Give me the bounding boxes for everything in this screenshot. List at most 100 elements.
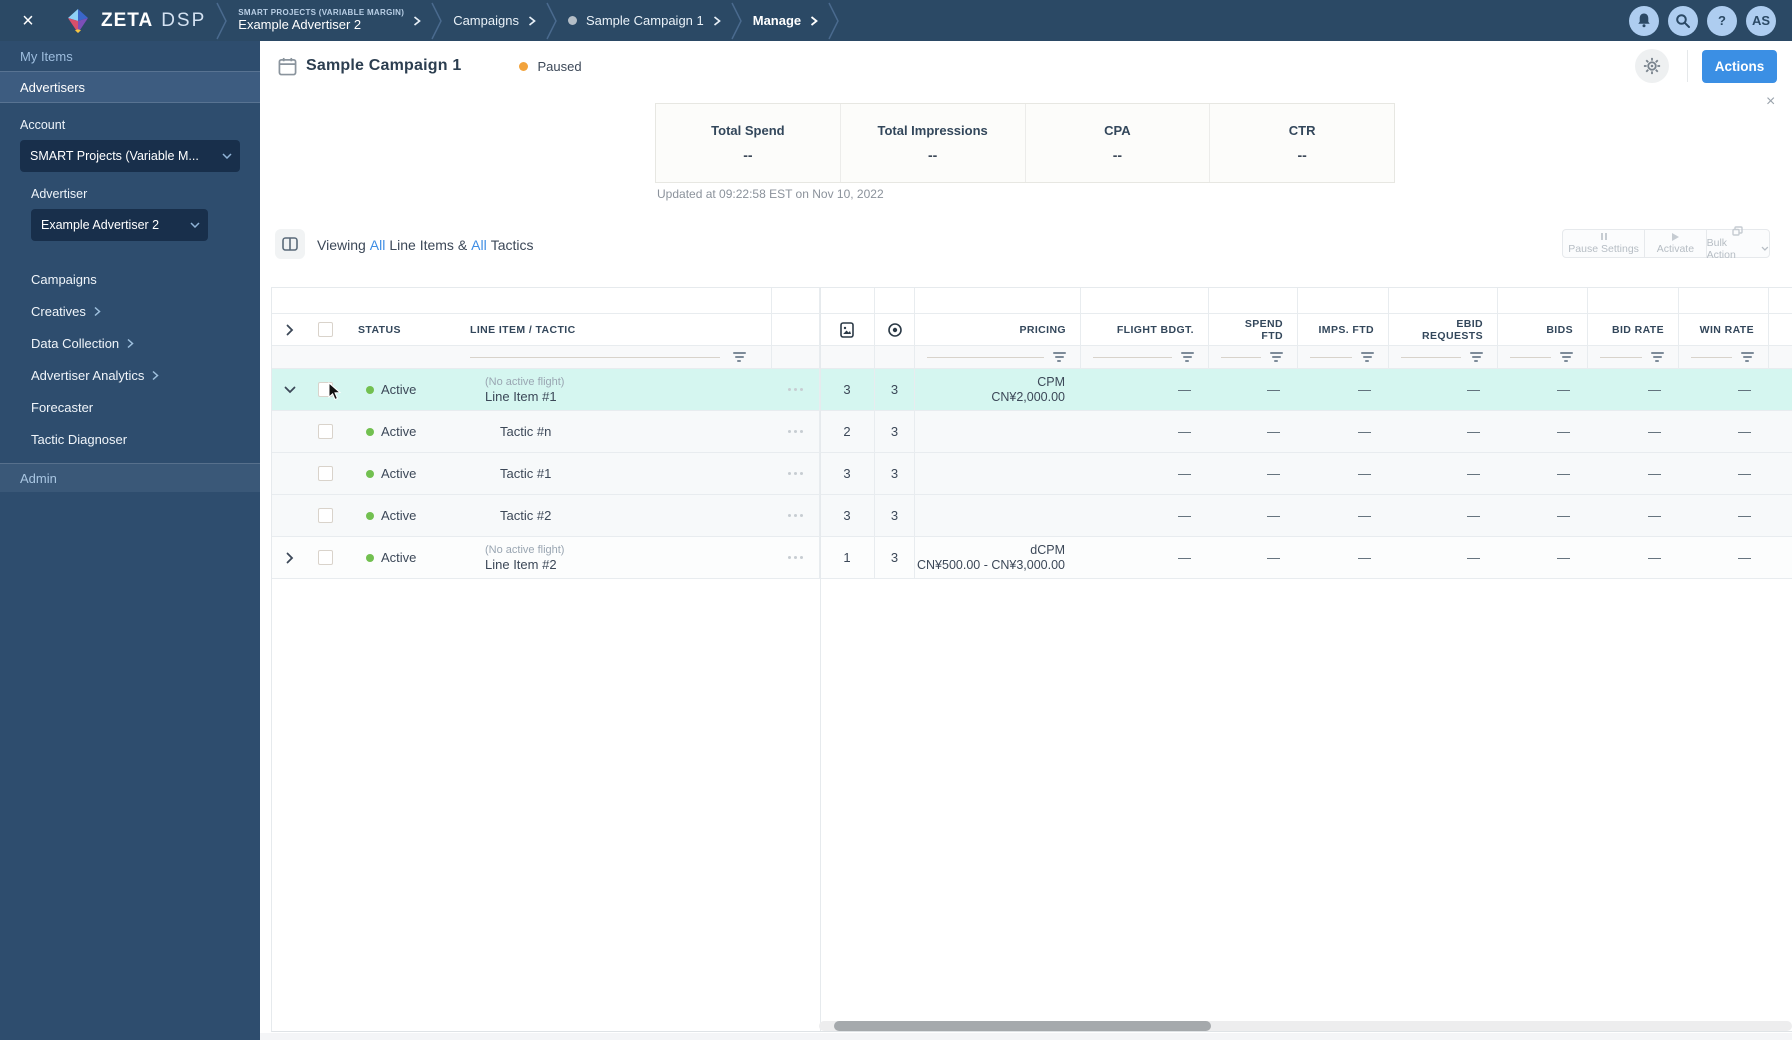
metric-cell-bid_rate: — <box>1587 537 1678 578</box>
campaign-status-dot <box>567 16 577 25</box>
sidebar-item-label: Creatives <box>31 303 86 319</box>
breadcrumb-campaigns[interactable]: Campaigns <box>453 13 536 28</box>
filter-icon[interactable] <box>1559 352 1573 362</box>
breadcrumb-manage[interactable]: Manage <box>753 13 819 28</box>
line-item-name[interactable]: Line Item #1 <box>485 388 557 404</box>
sidebar-item-campaigns[interactable]: Campaigns <box>0 263 260 295</box>
column-header-label: FLIGHT BDGT. <box>1116 323 1194 336</box>
actions-button[interactable]: Actions <box>1702 50 1777 83</box>
group-cell <box>307 288 343 313</box>
empty-metric-value: — <box>1738 508 1751 523</box>
filter-icon[interactable] <box>1469 352 1483 362</box>
image-file-icon <box>840 321 854 338</box>
notifications-button[interactable] <box>1629 5 1659 36</box>
account-select[interactable]: SMART Projects (Variable M... <box>20 140 240 172</box>
collapse-row-button[interactable] <box>272 369 307 410</box>
menu-cell <box>771 369 819 410</box>
filter-input[interactable] <box>470 356 720 358</box>
row-menu-button[interactable] <box>786 430 804 433</box>
all-tactics-link[interactable]: All <box>471 237 487 253</box>
empty-metric-value: — <box>1178 508 1191 523</box>
line-item-name[interactable]: Line Item #2 <box>485 556 557 572</box>
filter-input[interactable] <box>1510 356 1551 358</box>
expand-row-button[interactable] <box>272 537 307 578</box>
metric-label: Total Impressions <box>877 123 988 138</box>
banner-close-icon[interactable]: × <box>1766 93 1776 110</box>
filter-icon[interactable] <box>1269 352 1283 362</box>
row-menu-button[interactable] <box>786 556 804 559</box>
table-row-line-item-1: Active (No active flight) Line Item #1 3 3 CP… <box>272 369 1792 411</box>
sidebar-item-my-items[interactable]: My Items <box>20 48 73 64</box>
search-button[interactable] <box>1668 5 1698 36</box>
bell-icon <box>1638 13 1650 28</box>
advertiser-select[interactable]: Example Advertiser 2 <box>31 209 208 241</box>
name-block: (No active flight) Line Item #1 <box>485 375 564 405</box>
sidebar-item-advertiser-analytics[interactable]: Advertiser Analytics <box>0 359 260 391</box>
metric-cell-win_rate: — <box>1678 411 1768 452</box>
filter-icon[interactable] <box>1180 352 1194 362</box>
all-line-items-link[interactable]: All <box>369 237 386 253</box>
avatar[interactable]: AS <box>1746 5 1776 36</box>
pause-icon <box>1600 233 1607 241</box>
bulk-action-button[interactable]: Bulk Action <box>1705 225 1769 261</box>
sidebar-item-advertisers[interactable]: Advertisers <box>0 71 260 103</box>
filter-input[interactable] <box>1691 356 1732 358</box>
row-checkbox[interactable] <box>317 466 333 481</box>
active-status-dot <box>366 469 374 478</box>
sidebar-item-label: Data Collection <box>31 335 120 351</box>
breadcrumb-advertiser[interactable]: SMART PROJECTS (VARIABLE MARGIN) Example… <box>238 8 422 32</box>
brand-zeta: ZETA <box>101 9 154 31</box>
sidebar-item-data-collection[interactable]: Data Collection <box>0 327 260 359</box>
filter-icon[interactable] <box>1052 352 1066 362</box>
breadcrumb-campaign[interactable]: Sample Campaign 1 <box>567 13 721 28</box>
sidebar-item-creatives[interactable]: Creatives <box>0 295 260 327</box>
zeta-dsp-logo[interactable]: ZETA DSP <box>64 7 206 35</box>
tactics-count: 3 <box>890 508 899 523</box>
sidebar-item-admin[interactable]: Admin <box>0 463 260 492</box>
select-all-checkbox[interactable] <box>317 322 333 337</box>
horizontal-scrollbar-thumb[interactable] <box>834 1021 1211 1031</box>
activate-button[interactable]: Activate <box>1644 230 1705 257</box>
filter-icon[interactable] <box>1360 352 1374 362</box>
pricing-type: CPM <box>1037 374 1065 389</box>
row-checkbox[interactable] <box>317 382 333 397</box>
status-cell: Active <box>343 537 465 578</box>
name-cell: Tactic #n <box>465 411 771 452</box>
row-checkbox[interactable] <box>317 508 333 523</box>
campaign-status: Paused <box>519 59 582 74</box>
status-cell: Active <box>343 453 465 494</box>
filter-input[interactable] <box>1401 356 1461 358</box>
sidebar-item-tactic-diagnoser[interactable]: Tactic Diagnoser <box>0 423 260 455</box>
table-row-tactic-1: Active Tactic #1 3 3 — — — — — — — <box>272 453 1792 495</box>
pricing-block: CPM CN¥2,000.00 <box>991 375 1065 405</box>
filter-input[interactable] <box>1600 356 1642 358</box>
column-header-label: IMPS. FTD <box>1318 323 1374 336</box>
pause-settings-button[interactable]: Pause Settings <box>1563 230 1644 257</box>
tactic-name[interactable]: Tactic #2 <box>500 507 552 523</box>
row-checkbox[interactable] <box>317 550 333 565</box>
sidebar-item-forecaster[interactable]: Forecaster <box>0 391 260 423</box>
help-button[interactable]: ? <box>1707 5 1737 36</box>
filter-icon[interactable] <box>1650 352 1664 362</box>
filter-input[interactable] <box>1093 356 1172 358</box>
filter-icon[interactable] <box>1740 352 1754 362</box>
sidebar-nav: Campaigns Creatives Data Collection Adverti… <box>0 263 260 455</box>
collapse-all-button[interactable] <box>272 314 307 345</box>
stats-banner: Total Spend -- Total Impressions -- CPA -- CTR… <box>655 103 1395 183</box>
column-header-label: EBID REQUESTS <box>1422 317 1483 342</box>
row-menu-button[interactable] <box>786 472 804 475</box>
row-menu-button[interactable] <box>786 514 804 517</box>
filter-input[interactable] <box>927 356 1044 358</box>
column-chooser-button[interactable] <box>275 229 305 259</box>
close-icon[interactable]: × <box>22 9 34 32</box>
tactic-name[interactable]: Tactic #1 <box>500 465 552 481</box>
row-checkbox[interactable] <box>317 424 333 439</box>
tactic-name[interactable]: Tactic #n <box>500 423 552 439</box>
metric-cell-bids: — <box>1497 495 1587 536</box>
filter-icon[interactable] <box>732 352 746 362</box>
settings-button[interactable] <box>1635 49 1669 83</box>
filter-input[interactable] <box>1221 356 1261 358</box>
horizontal-scrollbar-track[interactable] <box>819 1021 1792 1031</box>
filter-input[interactable] <box>1310 356 1352 358</box>
row-menu-button[interactable] <box>786 388 804 391</box>
